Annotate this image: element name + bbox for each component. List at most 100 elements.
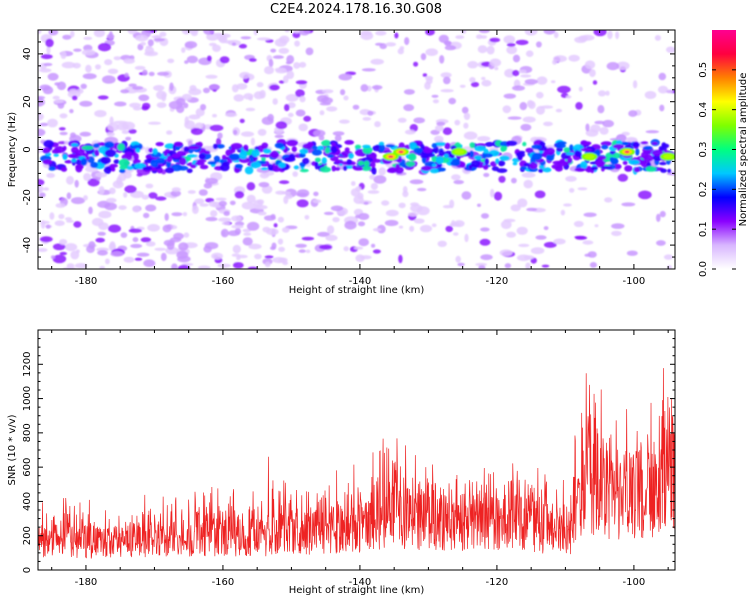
heatmap-cell: [98, 43, 111, 52]
heatmap-cell: [62, 34, 72, 40]
heatmap-cell: [49, 212, 55, 220]
heatmap-cell: [503, 35, 516, 44]
heatmap-cell: [66, 263, 75, 269]
heatmap-cell: [82, 152, 89, 157]
heatmap-cell: [223, 211, 230, 216]
heatmap-cell: [496, 168, 508, 174]
heatmap-cell: [475, 262, 488, 267]
heatmap-cell: [234, 191, 245, 199]
heatmap-cell: [232, 244, 241, 254]
heatmap-cell: [346, 159, 352, 165]
heatmap-cell: [530, 247, 545, 255]
heatmap-cell: [66, 175, 74, 185]
heatmap-cell: [248, 243, 262, 250]
heatmap-cell: [141, 105, 149, 111]
heatmap-cell: [502, 105, 512, 114]
heatmap-cell: [54, 220, 65, 226]
heatmap-cell: [238, 43, 247, 49]
x-tick-label: -120: [486, 276, 509, 287]
heatmap-cell: [421, 166, 432, 171]
heatmap-cell: [375, 42, 384, 46]
heatmap-cell: [217, 132, 223, 139]
heatmap-cell: [381, 200, 390, 206]
heatmap-cell: [404, 144, 411, 150]
heatmap-cell: [59, 113, 68, 119]
heatmap-cell: [469, 150, 474, 158]
heatmap-cell: [595, 156, 607, 161]
heatmap-cell: [443, 40, 452, 45]
heatmap-cell: [203, 182, 213, 189]
heatmap-hotspot: [624, 150, 630, 154]
heatmap-cell: [145, 45, 152, 49]
heatmap-cell: [172, 153, 181, 159]
heatmap-cell: [459, 84, 466, 88]
heatmap-cell: [577, 187, 588, 191]
heatmap-cell: [413, 218, 425, 224]
heatmap-cell: [417, 187, 427, 192]
heatmap-cell: [182, 212, 188, 217]
heatmap-cell: [162, 224, 172, 233]
heatmap-cell: [269, 84, 280, 91]
heatmap-cell: [38, 96, 46, 100]
heatmap-cell: [135, 34, 149, 42]
heatmap-cell: [503, 93, 516, 99]
heatmap-cell: [371, 243, 376, 248]
colorbar-tick-label: 0.4: [698, 102, 709, 118]
heatmap-cell: [555, 108, 563, 113]
heatmap-cell: [449, 199, 455, 209]
heatmap-cell: [261, 185, 273, 194]
heatmap-cell: [438, 149, 445, 157]
heatmap-cell: [425, 48, 439, 56]
heatmap-cell: [455, 255, 462, 263]
y-tick-label: 0: [22, 567, 33, 573]
heatmap-cell: [39, 236, 53, 243]
heatmap-cell: [106, 33, 115, 40]
heatmap-cell: [155, 196, 167, 201]
heatmap-cell: [624, 165, 633, 172]
heatmap-cell: [177, 264, 191, 269]
heatmap-cell: [423, 147, 433, 154]
heatmap-cell: [143, 212, 150, 219]
heatmap-cell: [372, 228, 382, 232]
heatmap-cell: [370, 160, 376, 169]
heatmap-cell: [556, 147, 563, 152]
heatmap-cell: [225, 112, 238, 118]
heatmap-cell: [272, 98, 278, 105]
heatmap-cell: [219, 163, 230, 172]
heatmap-cell: [436, 121, 446, 126]
heatmap-cell: [81, 145, 94, 150]
heatmap-cell: [164, 143, 176, 149]
heatmap-cell: [127, 30, 138, 35]
heatmap-cell: [192, 205, 199, 214]
heatmap-cell: [467, 60, 479, 69]
heatmap-cell: [96, 247, 109, 252]
x-tick-label: -100: [623, 276, 646, 287]
heatmap-cell: [40, 54, 53, 60]
heatmap-cell: [244, 166, 254, 175]
heatmap-cell: [164, 213, 169, 221]
heatmap-cell: [292, 171, 299, 177]
heatmap-cell: [373, 175, 387, 184]
heatmap-cell: [504, 68, 516, 78]
heatmap-cell: [118, 158, 130, 167]
heatmap-cell: [283, 156, 296, 162]
heatmap-cell: [486, 45, 495, 55]
heatmap-cell: [409, 179, 424, 185]
heatmap-cell: [38, 248, 48, 252]
heatmap-cell: [181, 152, 187, 156]
heatmap-cell: [435, 125, 444, 132]
heatmap-cell: [120, 232, 128, 238]
heatmap-cell: [107, 122, 119, 132]
heatmap-cell: [592, 80, 598, 85]
heatmap-cell: [295, 89, 305, 98]
heatmap-cell: [484, 158, 490, 166]
heatmap-cell: [573, 220, 584, 228]
heatmap-cell: [643, 154, 654, 162]
heatmap-cell: [334, 134, 342, 142]
heatmap-cell: [291, 146, 297, 153]
heatmap-cell: [250, 161, 262, 169]
heatmap-cell: [273, 223, 278, 228]
heatmap-cell: [628, 159, 640, 165]
heatmap-cell: [610, 157, 619, 165]
heatmap-cell: [521, 172, 536, 178]
